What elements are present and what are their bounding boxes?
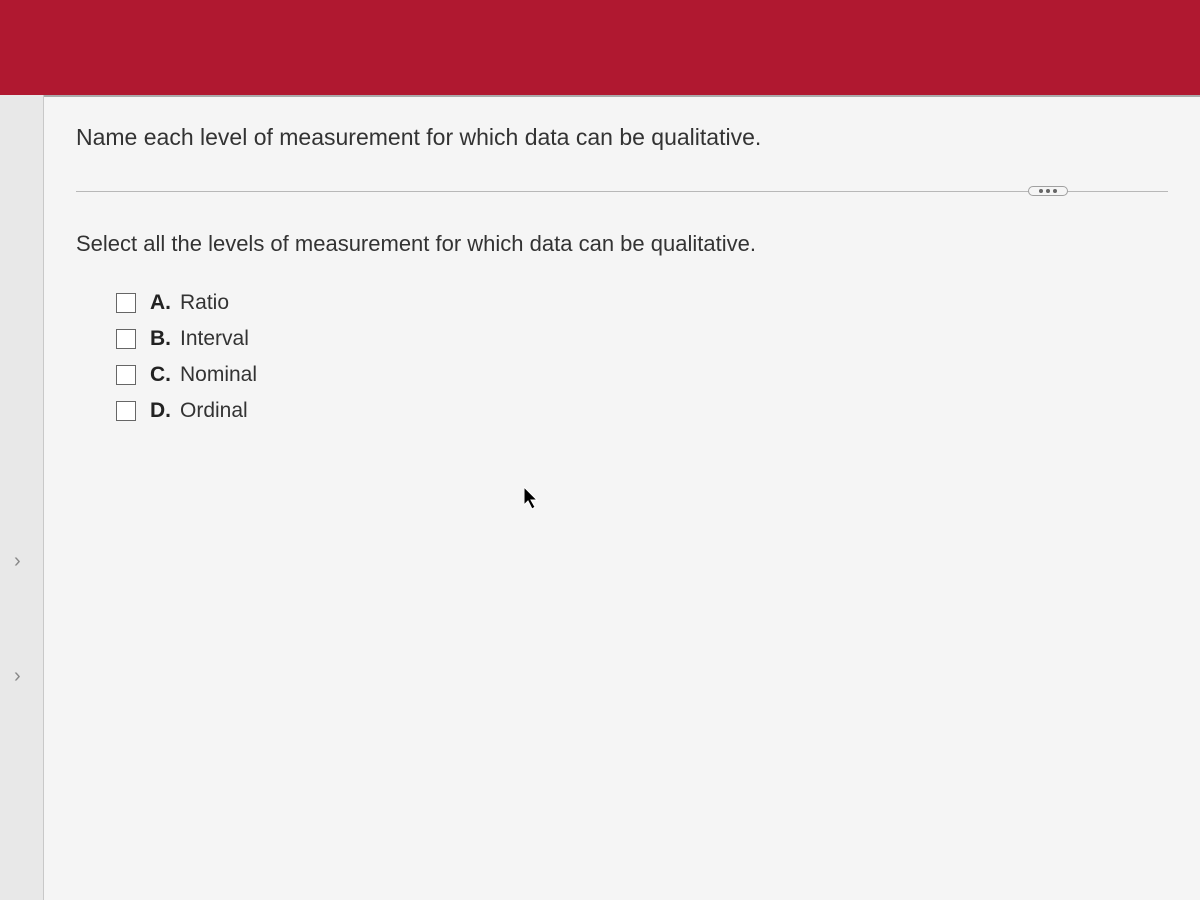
divider-line <box>76 191 1168 192</box>
ellipsis-icon <box>1046 189 1050 193</box>
left-sidebar: › › <box>0 95 44 900</box>
option-b[interactable]: B. Interval <box>116 327 1168 351</box>
instruction-text: Select all the levels of measurement for… <box>76 231 1168 257</box>
option-letter: B. <box>150 327 180 351</box>
question-content: Name each level of measurement for which… <box>44 97 1200 423</box>
checkbox-b[interactable] <box>116 329 136 349</box>
option-d[interactable]: D. Ordinal <box>116 399 1168 423</box>
option-text: Interval <box>180 327 249 351</box>
ellipsis-icon <box>1053 189 1057 193</box>
checkbox-a[interactable] <box>116 293 136 313</box>
chevron-right-icon[interactable]: › <box>14 665 21 688</box>
more-options-button[interactable] <box>1028 186 1068 196</box>
option-text: Ratio <box>180 291 229 315</box>
divider-row <box>76 179 1168 203</box>
option-text: Nominal <box>180 363 257 387</box>
question-panel: Name each level of measurement for which… <box>44 95 1200 900</box>
option-c[interactable]: C. Nominal <box>116 363 1168 387</box>
option-letter: A. <box>150 291 180 315</box>
app-header <box>0 0 1200 95</box>
question-title: Name each level of measurement for which… <box>76 121 1168 179</box>
chevron-right-icon[interactable]: › <box>14 550 21 573</box>
option-letter: D. <box>150 399 180 423</box>
option-text: Ordinal <box>180 399 248 423</box>
ellipsis-icon <box>1039 189 1043 193</box>
option-letter: C. <box>150 363 180 387</box>
checkbox-c[interactable] <box>116 365 136 385</box>
cursor-icon <box>524 487 542 511</box>
options-list: A. Ratio B. Interval C. Nominal D. Ordin… <box>76 291 1168 423</box>
option-a[interactable]: A. Ratio <box>116 291 1168 315</box>
checkbox-d[interactable] <box>116 401 136 421</box>
